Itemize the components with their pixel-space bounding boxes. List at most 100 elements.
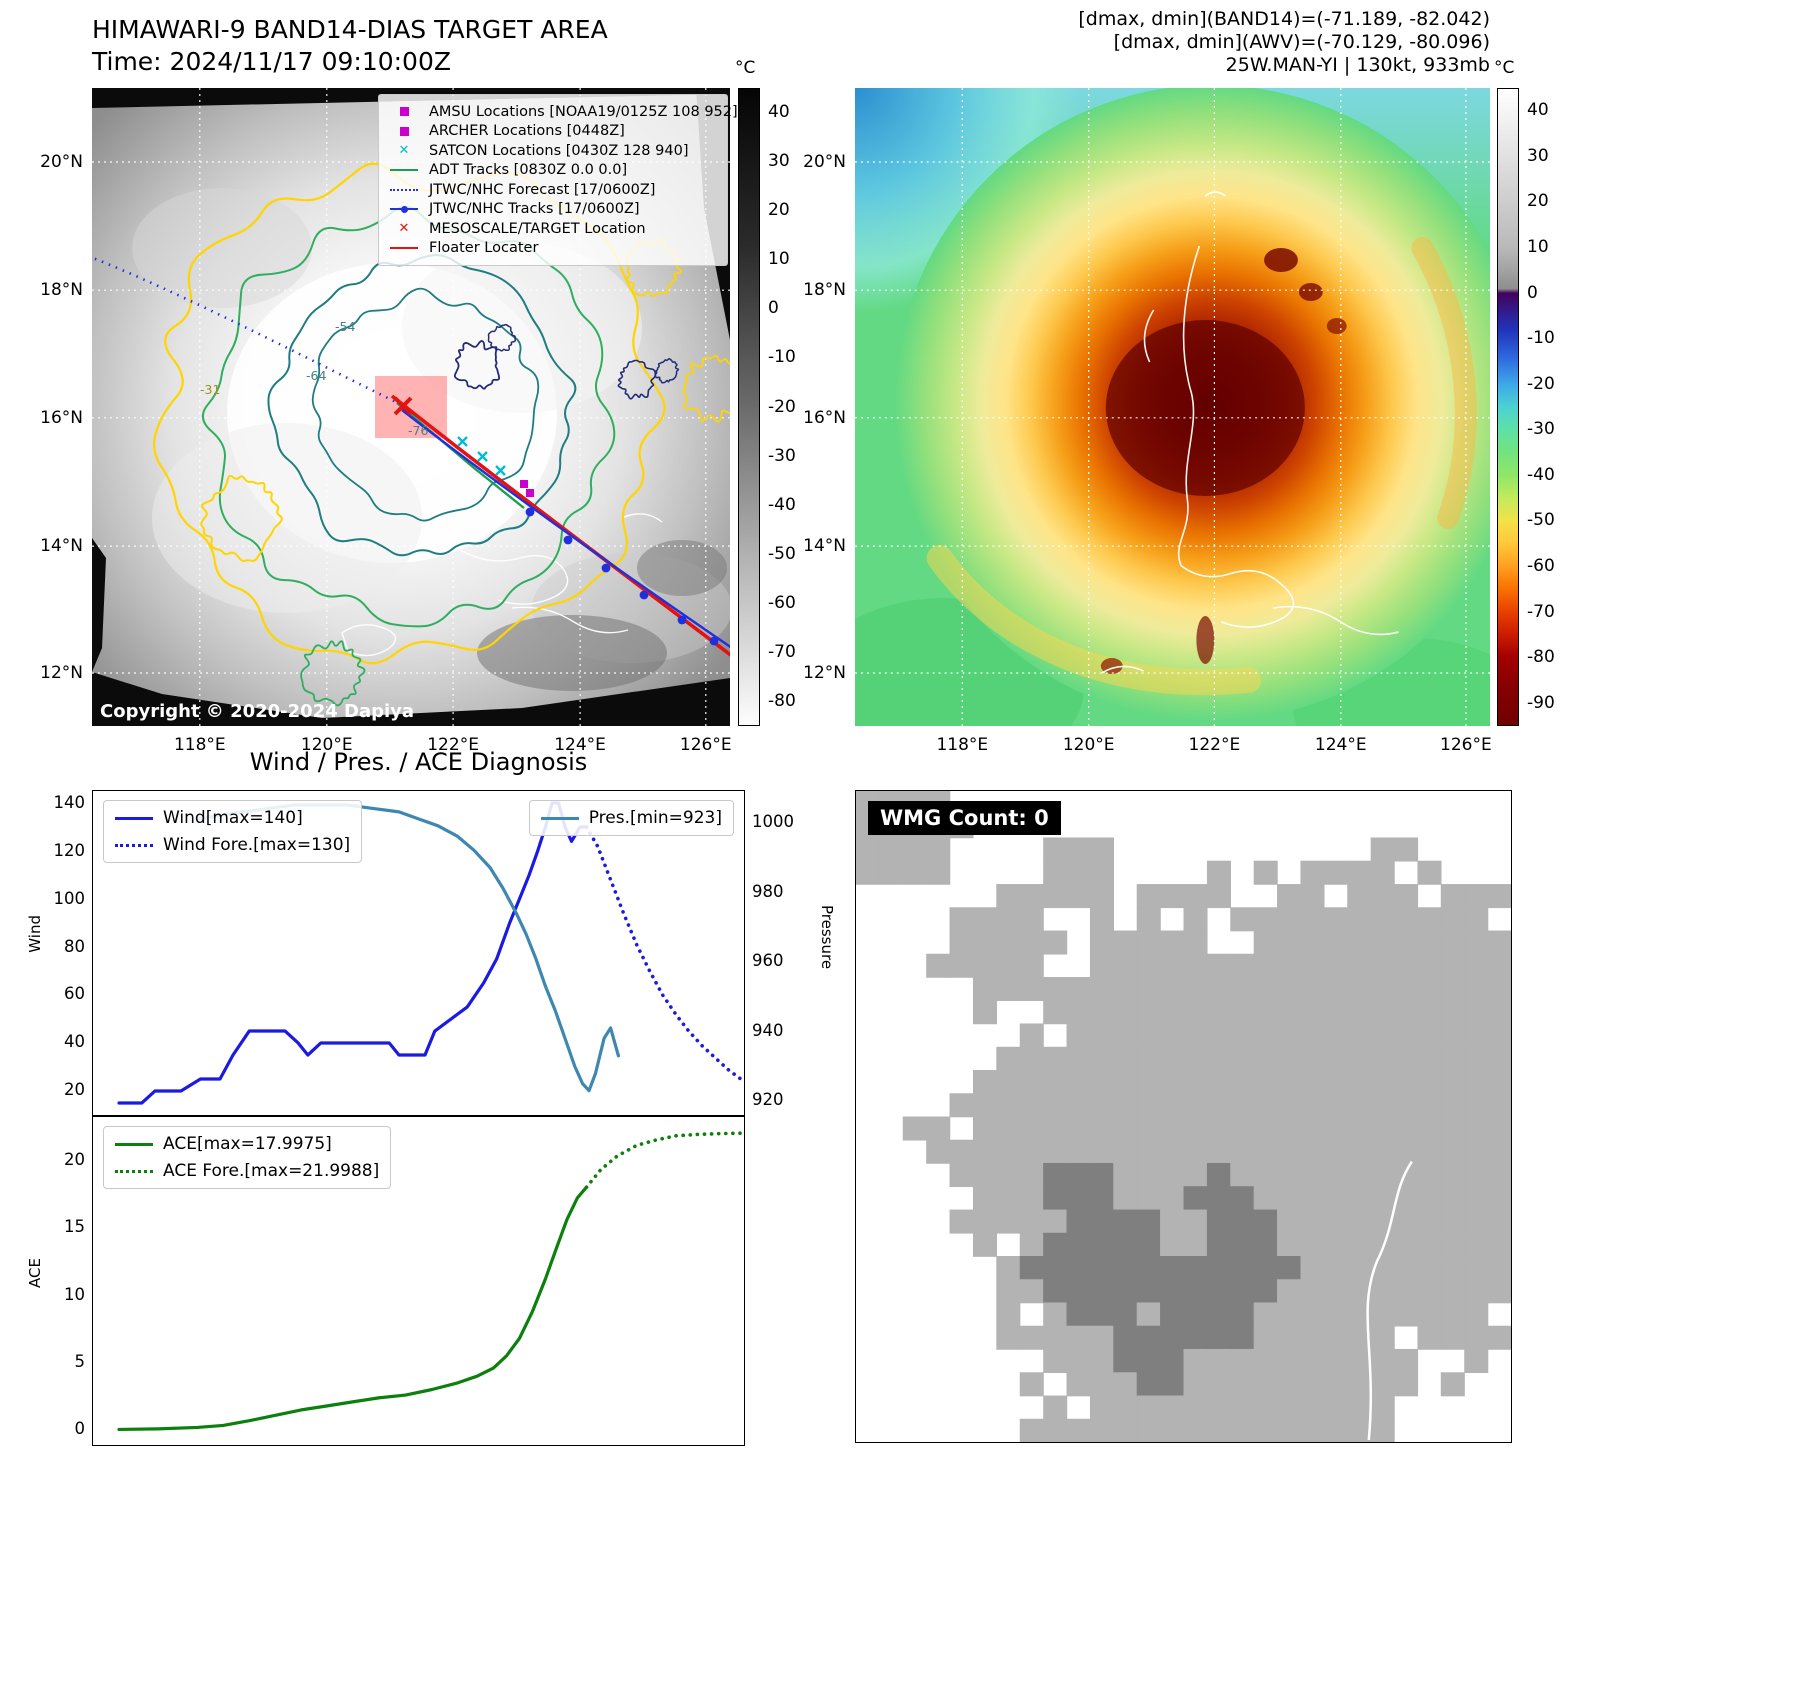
coastline — [1101, 191, 1399, 674]
ace-chart: 0 5 10 15 20 ACE[max=17.9975] ACE Fore.[max=21… — [64, 1116, 745, 1446]
colorbar-tick: 0 — [1527, 282, 1538, 303]
y-tick: 0 — [74, 1419, 86, 1439]
awv-map: 20°N 18°N 16°N 14°N 12°N 118°E 120°E 122°E 124°E… — [803, 88, 1492, 755]
colorbar-tick: 20 — [768, 200, 790, 221]
legend-label: ARCHER Locations [0448Z] — [429, 123, 625, 140]
chart-legend-item: Pres.[min=923] — [540, 808, 722, 828]
svg-text:-31: -31 — [200, 382, 220, 397]
y-tick: 100 — [53, 888, 86, 908]
y-tick: 5 — [74, 1351, 86, 1371]
y-tick: 960 — [752, 951, 784, 971]
line-dot-glyph — [387, 205, 421, 213]
y-tick: 120 — [53, 840, 86, 860]
legend-item: JTWC/NHC Tracks [17/0600Z] — [387, 200, 719, 220]
lon-tick: 122°E — [1188, 735, 1241, 755]
lat-tick: 12°N — [803, 663, 846, 684]
band14-colorbar-ticks: 40 30 20 10 0 -10 -20 -30 -40 -50 -60 -70 -80 — [762, 88, 812, 726]
y-tick: 1000 — [752, 812, 794, 832]
jtwc-track-points — [525, 507, 719, 646]
legend-label: ACE[max=17.9975] — [163, 1134, 332, 1154]
square-glyph — [387, 107, 421, 117]
legend-item: ✕ MESOSCALE/TARGET Location — [387, 219, 719, 239]
chart-legend: ACE[max=17.9975] ACE Fore.[max=21.9988] — [103, 1126, 392, 1189]
colorbar-tick: -60 — [768, 592, 796, 613]
lon-tick: 120°E — [300, 735, 353, 755]
charts-title: Wind / Pres. / ACE Diagnosis — [249, 748, 588, 776]
lat-tick: 16°N — [40, 407, 83, 428]
dmax-band14-line: [dmax, dmin](BAND14)=(-71.189, -82.042) — [1078, 8, 1490, 30]
y-tick: 20 — [64, 1080, 85, 1100]
y-tick: 920 — [752, 1090, 784, 1110]
wmg-panel: WMG Count: 0 — [855, 790, 1512, 1443]
awv-grid — [855, 88, 1490, 726]
awv-colorbar — [1497, 88, 1519, 726]
band14-colorbar-unit: °C — [735, 58, 756, 78]
colorbar-tick: 10 — [1527, 237, 1549, 257]
y-tick: 80 — [64, 936, 85, 956]
legend-item: AMSU Locations [NOAA19/0125Z 108 952] — [387, 102, 738, 122]
lon-tick: 118°E — [173, 735, 226, 755]
band14-header: HIMAWARI-9 BAND14-DIAS TARGET AREA Time:… — [92, 14, 608, 78]
legend-label: Wind Fore.[max=130] — [163, 835, 351, 855]
y-tick: 20 — [64, 1150, 85, 1170]
wind-pressure-chart: 20 40 60 80 100 120 140 920 940 960 980 1000 Wind[ma… — [54, 790, 794, 1116]
pressure-axis-label: Pressure — [818, 905, 836, 970]
dotted-glyph — [387, 188, 421, 191]
wmg-count-label: WMG Count: 0 — [868, 801, 1061, 835]
lat-tick: 12°N — [40, 663, 83, 684]
legend-label: AMSU Locations [NOAA19/0125Z 108 952] — [429, 103, 738, 120]
legend-label: SATCON Locations [0430Z 128 940] — [429, 142, 689, 159]
floater-track — [390, 394, 730, 657]
colorbar-tick: -80 — [1527, 647, 1555, 668]
colorbar-tick: -70 — [768, 641, 796, 662]
colorbar-tick: 40 — [768, 102, 790, 123]
y-tick: 40 — [64, 1032, 85, 1052]
legend-item: ARCHER Locations [0448Z] — [387, 122, 719, 142]
awv-satellite-image — [855, 88, 1490, 726]
colorbar-tick: -20 — [768, 396, 796, 417]
chart-legend: Wind[max=140] Wind Fore.[max=130] — [103, 800, 363, 863]
dmax-awv-line: [dmax, dmin](AWV)=(-70.129, -80.096) — [1113, 31, 1490, 53]
colorbar-tick: 0 — [768, 298, 779, 319]
lon-tick: 126°E — [1440, 735, 1492, 755]
band14-time: Time: 2024/11/17 09:10:00Z — [92, 47, 451, 76]
colorbar-tick: -60 — [1527, 556, 1555, 576]
legend-line-sample — [115, 1169, 153, 1173]
colorbar-tick: -20 — [1527, 373, 1555, 394]
lon-tick: 122°E — [427, 735, 479, 755]
colorbar-tick: -30 — [768, 445, 796, 466]
amsu-marker — [520, 480, 528, 488]
legend-item: ✕ SATCON Locations [0430Z 128 940] — [387, 141, 719, 161]
colorbar-tick: -50 — [768, 543, 796, 564]
contour-labels: -31 -54 -64 -76 — [200, 319, 428, 438]
legend-label: ADT Tracks [0830Z 0.0 0.0] — [429, 162, 628, 179]
legend-label: Pres.[min=923] — [588, 808, 722, 828]
lon-tick: 120°E — [1062, 735, 1115, 755]
legend-line-sample — [115, 816, 153, 820]
svg-text:-54: -54 — [335, 319, 355, 334]
line-glyph — [387, 247, 421, 250]
chart-legend: Pres.[min=923] — [528, 800, 734, 836]
legend-label: ACE Fore.[max=21.9988] — [163, 1161, 380, 1181]
legend-label: MESOSCALE/TARGET Location — [429, 220, 646, 237]
legend-line-sample — [115, 1142, 153, 1146]
lat-tick: 14°N — [803, 536, 846, 557]
line-glyph — [387, 169, 421, 172]
legend-label: JTWC/NHC Tracks [17/0600Z] — [429, 201, 640, 218]
band14-colorbar — [738, 88, 760, 726]
lon-tick: 124°E — [554, 735, 606, 755]
wmg-map — [856, 791, 1511, 1442]
legend-item: ADT Tracks [0830Z 0.0 0.0] — [387, 161, 719, 181]
colorbar-tick: 20 — [1527, 191, 1549, 212]
target-x-marker — [393, 396, 413, 416]
legend-line-sample — [115, 843, 153, 847]
y-tick: 10 — [64, 1284, 85, 1304]
copyright-text: Copyright © 2020-2024 Dapiya — [100, 701, 415, 722]
y-tick: 980 — [752, 881, 784, 901]
colorbar-tick: -10 — [1527, 328, 1555, 349]
storm-id-line: 25W.MAN-YI | 130kt, 933mb — [1225, 54, 1490, 76]
lat-tick: 14°N — [40, 536, 83, 557]
archer-marker — [526, 489, 534, 497]
colorbar-tick: -40 — [768, 494, 796, 515]
svg-text:-64: -64 — [306, 368, 326, 383]
